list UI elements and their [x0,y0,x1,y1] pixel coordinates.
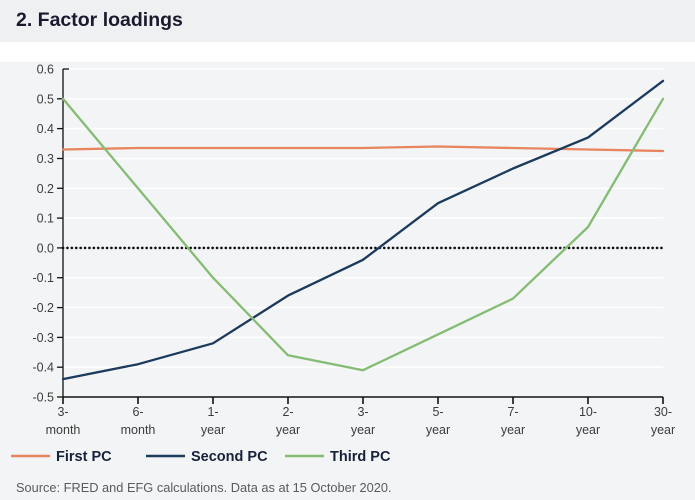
svg-text:year: year [651,423,675,437]
svg-text:30-: 30- [654,405,672,419]
svg-text:7-: 7- [507,405,518,419]
svg-text:0.5: 0.5 [37,92,54,106]
svg-text:3-: 3- [357,405,368,419]
svg-text:0.6: 0.6 [37,63,54,77]
svg-text:year: year [501,423,525,437]
svg-text:5-: 5- [432,405,443,419]
svg-text:2-: 2- [282,405,293,419]
svg-text:6-: 6- [132,405,143,419]
svg-text:-0.1: -0.1 [32,271,54,285]
svg-text:year: year [201,423,225,437]
svg-text:First PC: First PC [56,449,112,465]
svg-text:10-: 10- [579,405,597,419]
svg-text:-0.2: -0.2 [32,301,54,315]
svg-text:0.3: 0.3 [37,152,54,166]
svg-text:year: year [351,423,375,437]
svg-text:1-: 1- [207,405,218,419]
svg-text:3-: 3- [57,405,68,419]
svg-text:Third PC: Third PC [330,449,391,465]
svg-text:0.2: 0.2 [37,182,54,196]
svg-text:-0.5: -0.5 [32,391,54,405]
svg-text:month: month [46,423,81,437]
svg-text:-0.3: -0.3 [32,331,54,345]
svg-text:-0.4: -0.4 [32,361,54,375]
svg-text:0.1: 0.1 [37,212,54,226]
svg-text:year: year [576,423,600,437]
svg-text:month: month [121,423,156,437]
svg-text:year: year [426,423,450,437]
svg-text:Second PC: Second PC [191,449,268,465]
svg-text:0.0: 0.0 [37,241,54,255]
svg-text:year: year [276,423,300,437]
svg-text:0.4: 0.4 [37,122,54,136]
